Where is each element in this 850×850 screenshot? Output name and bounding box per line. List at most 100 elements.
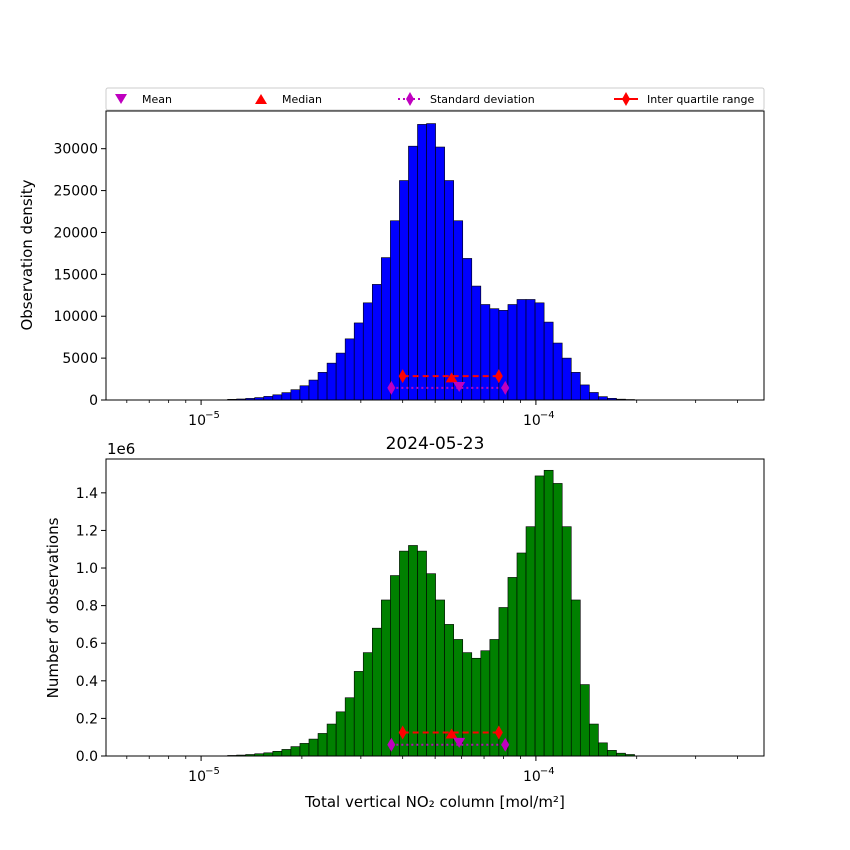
top-iqr-marker	[494, 369, 503, 384]
bottom-histogram-bar	[471, 657, 482, 757]
bottom-histogram-bar	[335, 711, 346, 757]
bottom-histogram-bar	[561, 526, 572, 757]
top-histogram-bar	[516, 299, 527, 401]
top-histogram-bar	[408, 145, 418, 401]
bottom-x-tick-exponent: −4	[540, 766, 555, 777]
bottom-histogram-bar	[570, 599, 581, 757]
bottom-x-tick-exponent: −5	[205, 766, 220, 777]
top-histogram-bar	[417, 124, 427, 401]
bottom-axes-frame	[105, 458, 765, 757]
bottom-x-axis-label: Total vertical NO₂ column [mol/m²]	[304, 793, 565, 811]
bottom-histogram-bar	[381, 599, 391, 757]
top-histogram-bar	[381, 257, 391, 401]
bottom-histogram-bar	[480, 650, 491, 757]
iqr-legend-marker	[622, 92, 630, 106]
top-x-tick-exponent: −5	[205, 410, 220, 421]
bottom-median-marker	[445, 728, 458, 739]
top-x-ticks: 10 −5 10 −4	[126, 400, 738, 429]
top-histogram-bar	[543, 321, 554, 401]
top-histogram-bar	[353, 322, 364, 401]
top-y-axis-label: Observation density	[18, 179, 36, 330]
bottom-histogram-bar	[272, 751, 283, 757]
bottom-histogram-bar	[371, 627, 382, 757]
top-histogram-bar	[480, 304, 491, 401]
top-y-tick-label: 20000	[53, 225, 98, 241]
top-histogram-bar	[263, 396, 274, 401]
top-histogram-bar	[390, 220, 400, 401]
top-histogram-bar	[598, 396, 608, 401]
bottom-y-tick-label: 1.2	[76, 523, 98, 539]
bottom-histogram-bars	[227, 469, 635, 757]
top-histogram-bars	[227, 123, 635, 401]
top-histogram-bar	[444, 180, 454, 401]
top-y-tick-label: 5000	[62, 351, 98, 367]
top-histogram-bar	[371, 284, 382, 401]
top-histogram-bar	[579, 384, 590, 401]
top-histogram-bar	[335, 352, 346, 401]
top-std-marker	[387, 380, 396, 395]
bottom-histogram-bar	[390, 575, 400, 757]
bottom-y-tick-label: 0.0	[76, 749, 98, 765]
bottom-histogram-bar	[525, 526, 536, 757]
top-x-tick-label: 10	[188, 413, 206, 429]
bottom-histogram-bar	[589, 723, 599, 757]
top-histogram-bar	[570, 372, 581, 401]
bottom-x-tick-label: 10	[188, 769, 206, 785]
top-histogram-bar	[489, 308, 500, 401]
bottom-histogram-bar	[417, 550, 427, 757]
bottom-chart-title: 2024-05-23	[386, 434, 485, 454]
top-histogram-bar	[399, 180, 409, 401]
top-histogram-bar	[589, 392, 599, 401]
bottom-y-ticks: 0.0 0.2 0.4 0.6 0.8 1.0 1.2 1.4	[76, 486, 106, 765]
bottom-histogram-bar	[543, 469, 554, 757]
mean-legend-label: Mean	[142, 93, 172, 106]
top-mean-marker	[453, 382, 466, 393]
bottom-histogram-bar	[507, 577, 518, 757]
bottom-histogram-bar	[399, 550, 409, 757]
bottom-histogram-bar	[489, 639, 500, 757]
bottom-y-tick-label: 1.4	[76, 486, 98, 502]
bottom-histogram-bar	[552, 483, 563, 757]
bottom-y-tick-label: 0.8	[76, 599, 98, 615]
bottom-std-marker	[387, 737, 396, 752]
top-statistics-markers	[387, 369, 510, 395]
top-x-tick-exponent: −4	[540, 410, 555, 421]
top-y-tick-label: 10000	[53, 309, 98, 325]
bottom-histogram-bar	[408, 545, 418, 757]
top-histogram-bar	[308, 379, 319, 401]
top-std-marker	[501, 380, 510, 395]
bottom-mean-marker	[453, 737, 466, 748]
bottom-y-tick-label: 1.0	[76, 561, 98, 577]
std-legend-label: Standard deviation	[430, 93, 535, 106]
top-histogram-bar	[534, 302, 545, 401]
bottom-histogram-bar	[579, 684, 590, 757]
bottom-x-tick-label: 10	[523, 769, 541, 785]
top-histogram-bar	[317, 372, 328, 401]
bottom-histogram-bar	[426, 573, 436, 757]
bottom-std-marker	[501, 737, 510, 752]
bottom-histogram-bar	[462, 652, 473, 757]
top-histogram-bar	[462, 258, 473, 401]
bottom-iqr-marker	[494, 725, 503, 740]
top-histogram-bar	[272, 394, 283, 401]
top-histogram-bar	[290, 389, 301, 401]
top-histogram-bar	[471, 285, 482, 401]
bottom-histogram-bar	[362, 652, 373, 757]
top-histogram-bar	[281, 392, 292, 401]
mean-legend-marker	[115, 94, 127, 104]
legend: Mean Median Standard deviation Inter qua…	[105, 87, 765, 111]
bottom-iqr-marker	[398, 725, 407, 740]
bottom-y-tick-label: 0.2	[76, 711, 98, 727]
top-y-tick-label: 30000	[53, 142, 98, 158]
bottom-histogram-bar	[317, 733, 328, 757]
bottom-histogram-bar	[598, 742, 608, 757]
std-legend-marker	[406, 92, 414, 106]
iqr-legend-label: Inter quartile range	[647, 93, 754, 106]
bottom-histogram-bar	[344, 697, 355, 757]
top-y-tick-label: 15000	[53, 267, 98, 283]
top-y-tick-label: 25000	[53, 184, 98, 200]
bottom-histogram-bar	[281, 749, 292, 757]
bottom-histogram-bar	[308, 738, 319, 757]
